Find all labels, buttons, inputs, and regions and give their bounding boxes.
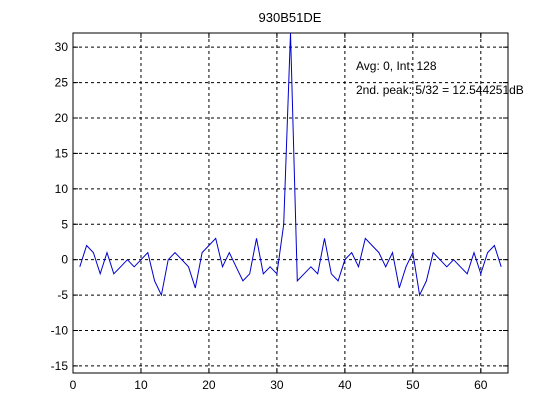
y-tick-label: 30 [55, 40, 69, 54]
x-tick-label: 10 [134, 378, 148, 392]
annotation-second-peak: 2nd. peak: 5/32 = 12.544251dB [356, 83, 524, 97]
y-tick-label: 15 [55, 146, 69, 160]
x-tick-label: 30 [270, 378, 284, 392]
y-tick-label: 0 [61, 253, 68, 267]
y-tick-label: 5 [61, 217, 68, 231]
y-tick-label: -5 [57, 288, 68, 302]
y-tick-label: 10 [55, 182, 69, 196]
grid [73, 33, 508, 373]
chart-title: 930B51DE [259, 10, 322, 25]
axis-ticks: 0 10 20 30 40 50 60 -15 -10 -5 0 5 10 15 20 25 30 [51, 33, 508, 392]
series-group [79, 33, 502, 297]
series-line [79, 33, 502, 297]
x-tick-label: 0 [70, 378, 77, 392]
y-tick-label: -10 [51, 324, 69, 338]
annotations: Avg: 0, Int: 128 2nd. peak: 5/32 = 12.54… [356, 59, 524, 97]
x-tick-label: 60 [474, 378, 488, 392]
y-tick-label: 25 [55, 76, 69, 90]
y-tick-label: 20 [55, 111, 69, 125]
x-tick-label: 50 [406, 378, 420, 392]
x-tick-label: 40 [338, 378, 352, 392]
x-tick-label: 20 [202, 378, 216, 392]
annotation-avg: Avg: 0, Int: 128 [356, 59, 437, 73]
y-tick-label: -15 [51, 359, 69, 373]
